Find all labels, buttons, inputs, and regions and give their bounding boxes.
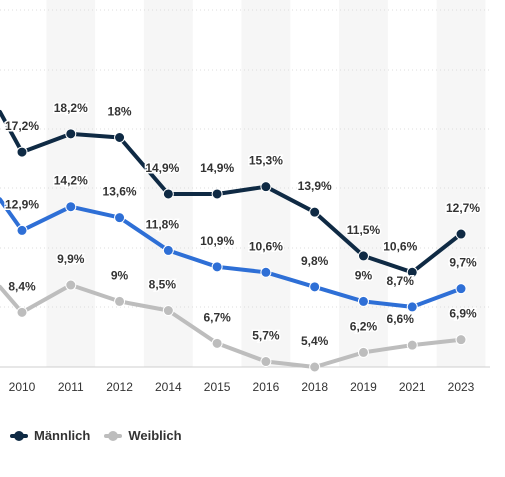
data-point bbox=[309, 281, 321, 293]
data-label: 9,8% bbox=[301, 254, 329, 268]
data-label: 18% bbox=[108, 105, 132, 119]
data-point bbox=[357, 295, 369, 307]
data-label: 10,9% bbox=[200, 234, 234, 248]
data-point bbox=[162, 188, 174, 200]
column-band bbox=[436, 0, 486, 367]
legend-label-weiblich: Weiblich bbox=[128, 428, 182, 443]
data-point bbox=[114, 295, 126, 307]
data-point bbox=[16, 146, 28, 158]
legend-item-weiblich[interactable]: Weiblich bbox=[104, 428, 182, 443]
data-label: 14,2% bbox=[54, 174, 88, 188]
data-point bbox=[455, 228, 467, 240]
x-tick-label: 2012 bbox=[106, 380, 133, 394]
data-point bbox=[455, 334, 467, 346]
data-label: 13,6% bbox=[103, 185, 137, 199]
x-tick-label: 2023 bbox=[448, 380, 475, 394]
column-band bbox=[46, 0, 96, 367]
x-tick-label: 2018 bbox=[301, 380, 328, 394]
x-tick-label: 2021 bbox=[399, 380, 426, 394]
data-label: 9,9% bbox=[57, 252, 85, 266]
data-point bbox=[357, 250, 369, 262]
data-point bbox=[162, 305, 174, 317]
data-point bbox=[65, 201, 77, 213]
legend-swatch-maennlich bbox=[10, 430, 28, 441]
data-label: 6,6% bbox=[387, 312, 415, 326]
data-point bbox=[65, 279, 77, 291]
x-tick-label: 2010 bbox=[9, 380, 36, 394]
data-label: 8,7% bbox=[387, 274, 415, 288]
data-label: 18,2% bbox=[54, 101, 88, 115]
data-point bbox=[211, 188, 223, 200]
legend: Männlich Weiblich bbox=[10, 428, 182, 443]
data-point bbox=[309, 206, 321, 218]
data-label: 12,9% bbox=[5, 197, 39, 211]
data-label: 6,9% bbox=[449, 307, 477, 321]
legend-label-maennlich: Männlich bbox=[34, 428, 91, 443]
data-point bbox=[406, 301, 418, 313]
x-tick-label: 2016 bbox=[253, 380, 280, 394]
data-point bbox=[260, 356, 272, 368]
data-label: 8,4% bbox=[8, 279, 36, 293]
data-point bbox=[260, 266, 272, 278]
data-label: 9,7% bbox=[449, 256, 477, 270]
data-label: 5,7% bbox=[252, 329, 280, 343]
data-label: 17,2% bbox=[5, 119, 39, 133]
data-point bbox=[162, 244, 174, 256]
data-label: 14,9% bbox=[145, 161, 179, 175]
x-tick-label: 2019 bbox=[350, 380, 377, 394]
data-point bbox=[16, 224, 28, 236]
data-point bbox=[406, 266, 418, 278]
data-point bbox=[406, 339, 418, 351]
data-label: 12,7% bbox=[446, 201, 480, 215]
data-label: 10,6% bbox=[383, 239, 417, 253]
data-point bbox=[455, 283, 467, 295]
data-label: 14,9% bbox=[200, 161, 234, 175]
data-labels: 17,2%18,2% 18%14,9% 14,9%15,3%13,9%11,5%10… bbox=[3, 99, 481, 349]
data-point bbox=[309, 361, 321, 373]
data-label: 9% bbox=[355, 268, 373, 282]
data-label: 11,5% bbox=[347, 223, 381, 237]
data-point bbox=[65, 128, 77, 140]
data-point bbox=[211, 261, 223, 273]
x-tick-label: 2014 bbox=[155, 380, 182, 394]
data-point bbox=[211, 337, 223, 349]
data-point bbox=[114, 132, 126, 143]
data-label: 5,4% bbox=[301, 334, 329, 348]
x-tick-label: 2015 bbox=[204, 380, 231, 394]
data-label: 13,9% bbox=[298, 179, 332, 193]
x-tick-label: 2011 bbox=[58, 380, 84, 394]
data-label: 10,6% bbox=[249, 239, 283, 253]
data-label: 11,8% bbox=[146, 217, 180, 231]
data-label: 9% bbox=[111, 268, 129, 282]
data-point bbox=[16, 306, 28, 318]
data-point bbox=[114, 212, 126, 224]
data-points bbox=[16, 128, 467, 373]
data-label: 6,7% bbox=[203, 310, 231, 324]
column-band bbox=[339, 0, 388, 367]
data-point bbox=[357, 346, 369, 358]
data-label: 8,5% bbox=[149, 278, 177, 292]
data-point bbox=[260, 181, 272, 193]
column-bands bbox=[46, 0, 486, 367]
legend-swatch-weiblich bbox=[104, 430, 123, 441]
legend-item-maennlich[interactable]: Männlich bbox=[10, 428, 90, 443]
data-label: 6,2% bbox=[350, 319, 378, 333]
data-label: 15,3% bbox=[249, 154, 283, 168]
x-axis: 2010 2011 2012 2014 2015 2016 2018 2019 2021 2023 bbox=[9, 380, 475, 394]
